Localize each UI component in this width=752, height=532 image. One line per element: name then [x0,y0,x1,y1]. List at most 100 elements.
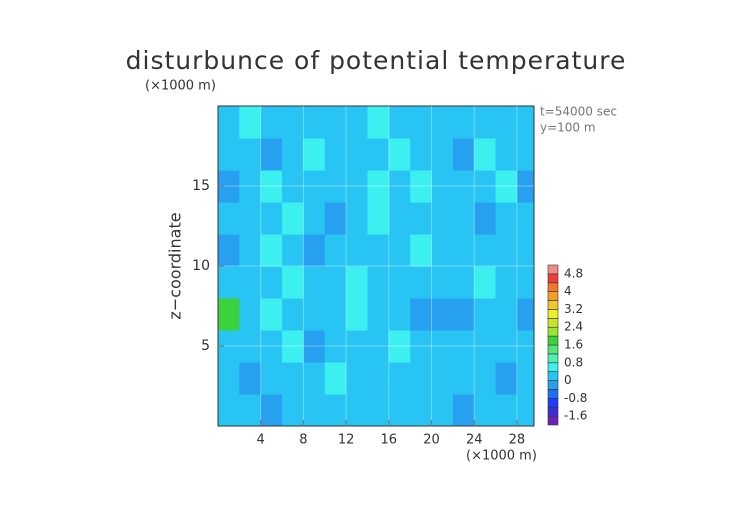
field-cell [388,202,411,235]
field-cell [516,362,534,395]
x-tick-label: 24 [466,433,483,448]
field-cell [388,362,411,395]
field-cell [239,394,262,426]
colorbar-box [547,318,559,328]
colorbar-box [547,353,559,364]
colorbar-box [547,273,559,284]
colorbar-box [547,344,559,355]
field-cell [260,362,283,395]
field-cell [282,362,304,395]
field-cell [474,298,497,331]
colorbar-box [547,300,559,310]
field-cell [388,170,411,203]
field-cell [324,106,347,139]
field-cell [218,394,240,426]
field-cell [303,138,326,171]
field-cell [346,138,368,171]
field-cell [303,298,326,331]
field-cell [431,394,454,426]
colorbar-label: 4 [564,284,572,298]
field-cell [324,234,347,267]
field-cell [367,170,390,203]
field-cell [346,266,368,299]
field-cell [367,330,390,363]
field-cell [474,394,497,426]
field-cell [239,138,262,171]
field-cell [452,170,475,203]
colorbar-box [547,362,559,372]
field-cell [388,330,411,363]
field-cell [410,202,433,235]
field-cell [346,106,368,139]
colorbar-box [547,335,559,346]
colorbar-label: 4.8 [564,266,583,280]
field-cell [431,266,454,299]
field-cell [495,106,518,139]
field-cell [474,362,497,395]
field-cell [260,394,283,426]
field-cell [452,394,475,426]
field-cell [239,106,262,139]
field-cell [324,202,347,235]
x-tick-label: 12 [338,433,355,448]
field-cell [282,138,304,171]
x-tick-label: 20 [423,433,440,448]
field-cell [410,330,433,363]
field-cell [346,298,368,331]
field-cell [324,170,347,203]
field-cell [260,106,283,139]
field-cell [218,138,240,171]
field-cell [282,394,304,426]
field-cell [239,202,262,235]
colorbar-box [547,291,559,301]
colorbar-box [547,309,559,319]
colorbar-box [547,398,559,408]
annotation: t=54000 sec [540,105,617,119]
field-cell [367,202,390,235]
field-cell [303,202,326,235]
field-cell [474,138,497,171]
field-cell [303,266,326,299]
field-cell [260,266,283,299]
colorbar-label: 0 [564,373,572,387]
colorbar-box [547,326,559,337]
field-cell [388,234,411,267]
field-cell [410,266,433,299]
field-cell [452,234,475,267]
y-tick-label: 10 [192,258,210,274]
field-cell [410,362,433,395]
x-tick-label: 28 [509,433,526,448]
field-cell [516,138,534,171]
field-cell [495,362,518,395]
field-cell [410,298,433,331]
field-cell [324,394,347,426]
colorbar-label: 1.6 [564,338,583,352]
field-cell [431,234,454,267]
colorbar-label: -0.8 [564,391,587,405]
chart-title: disturbunce of potential temperature [126,46,627,75]
field-cell [367,394,390,426]
field-cell [367,138,390,171]
colorbar-box [547,380,559,390]
field-cell [260,330,283,363]
field-cell [431,106,454,139]
field-cell [474,266,497,299]
field-cell [516,266,534,299]
field-cell [346,362,368,395]
field-cell [474,202,497,235]
field-cell [324,298,347,331]
field-cell [282,298,304,331]
field-cell [495,138,518,171]
field-cell [324,330,347,363]
field-cell [516,202,534,235]
x-tick-label: 16 [381,433,398,448]
field-cell [516,170,534,203]
field-cell [388,138,411,171]
field-cell [346,170,368,203]
field-cell [452,106,475,139]
field-cell [282,170,304,203]
field-cell [324,362,347,395]
field-cell [303,394,326,426]
field-cell [282,202,304,235]
field-cell [495,202,518,235]
